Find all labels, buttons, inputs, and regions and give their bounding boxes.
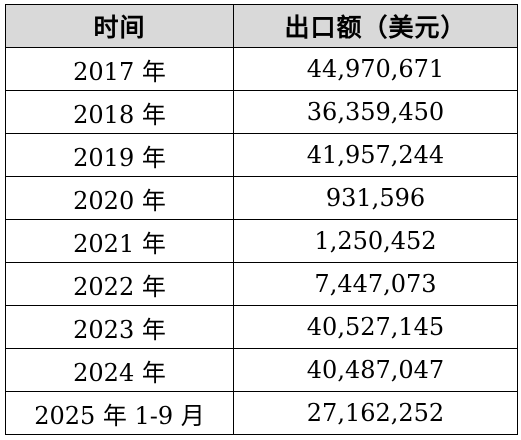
cell-time: 2025 年 1-9 月 (5, 391, 234, 435)
cell-time: 2020 年 (5, 176, 234, 220)
table-row: 2023 年 40,527,145 (5, 305, 518, 349)
cell-time: 2017 年 (5, 47, 234, 91)
cell-time: 2021 年 (5, 219, 234, 263)
table-row: 2019 年 41,957,244 (5, 133, 518, 177)
cell-time: 2018 年 (5, 90, 234, 134)
table-row: 2024 年 40,487,047 (5, 348, 518, 392)
cell-export-amount: 41,957,244 (233, 133, 518, 177)
cell-export-amount: 27,162,252 (233, 391, 518, 435)
table-row: 2021 年 1,250,452 (5, 219, 518, 263)
table-header: 时间 出口额（美元） (5, 4, 518, 48)
table-row: 2020 年 931,596 (5, 176, 518, 220)
cell-export-amount: 40,487,047 (233, 348, 518, 392)
cell-export-amount: 1,250,452 (233, 219, 518, 263)
export-table: 时间 出口额（美元） 2017 年 44,970,671 2018 年 36,3… (5, 4, 518, 435)
cell-export-amount: 931,596 (233, 176, 518, 220)
header-time: 时间 (5, 4, 234, 48)
cell-time: 2019 年 (5, 133, 234, 177)
table-row: 2018 年 36,359,450 (5, 90, 518, 134)
cell-export-amount: 44,970,671 (233, 47, 518, 91)
cell-time: 2023 年 (5, 305, 234, 349)
table-body: 2017 年 44,970,671 2018 年 36,359,450 2019… (5, 47, 518, 435)
table-row: 2025 年 1-9 月 27,162,252 (5, 391, 518, 435)
header-export-amount: 出口额（美元） (233, 4, 518, 48)
table-row: 2017 年 44,970,671 (5, 47, 518, 91)
header-row: 时间 出口额（美元） (5, 4, 518, 48)
cell-export-amount: 7,447,073 (233, 262, 518, 306)
cell-time: 2022 年 (5, 262, 234, 306)
cell-time: 2024 年 (5, 348, 234, 392)
cell-export-amount: 36,359,450 (233, 90, 518, 134)
cell-export-amount: 40,527,145 (233, 305, 518, 349)
table-row: 2022 年 7,447,073 (5, 262, 518, 306)
